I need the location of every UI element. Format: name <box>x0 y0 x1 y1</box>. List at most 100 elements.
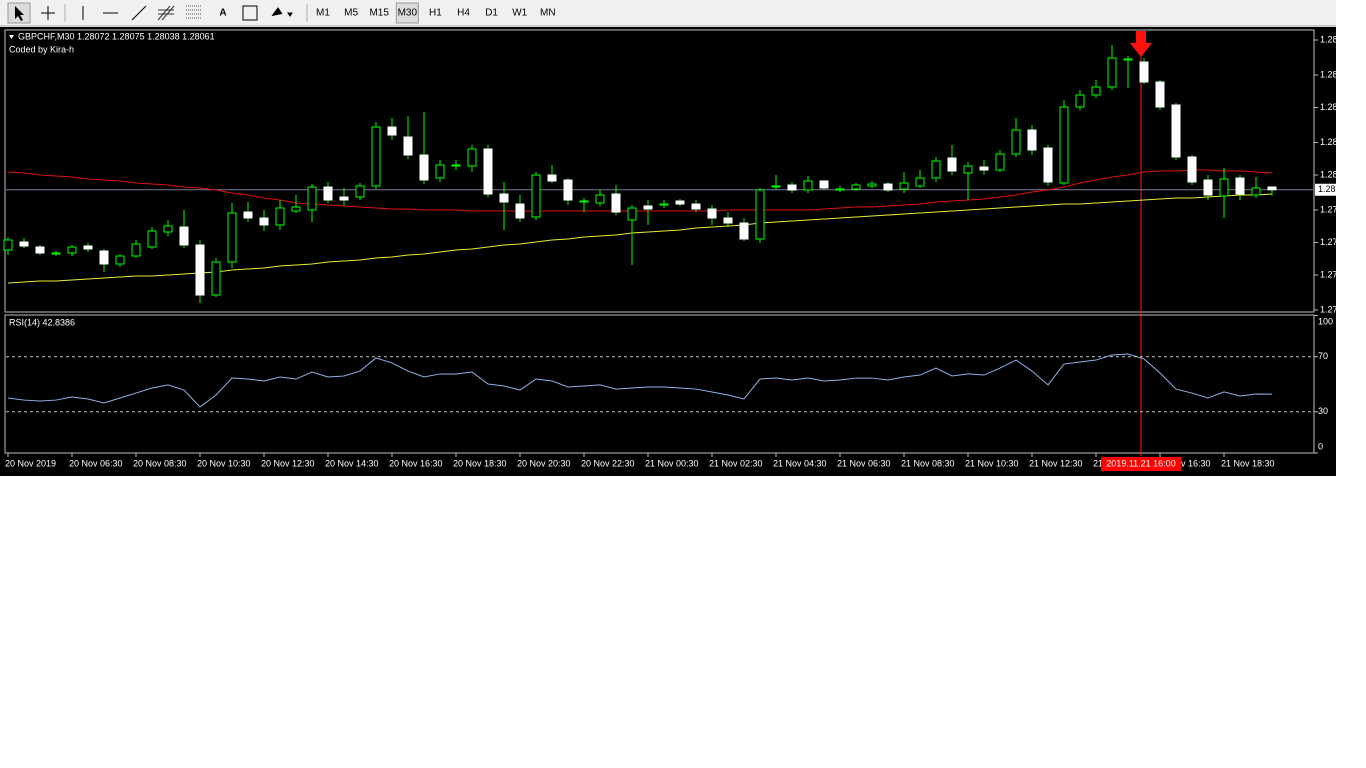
candle-body <box>451 164 461 167</box>
x-tick-label: 21 Nov 16:30 <box>1157 458 1211 468</box>
candle-body <box>531 174 541 218</box>
plot: 1.28 1.28 1.28 1.28 1.28 1.27 1.27 1.27 1.27 1.28… <box>3 34 1338 468</box>
candle-body <box>835 188 845 191</box>
candle-body <box>1187 156 1197 183</box>
y-tick-label: 1.28 <box>1320 169 1338 179</box>
timeframe-button[interactable]: H1 <box>429 8 442 19</box>
candle-body <box>1059 106 1069 184</box>
candle-body <box>419 154 429 181</box>
candle-body <box>19 241 29 247</box>
candle-body <box>1043 147 1053 183</box>
chart-title: GBPCHF,M30 1.28072 1.28075 1.28038 1.280… <box>18 31 215 41</box>
fibo-button[interactable] <box>186 5 202 19</box>
x-tick-label: 20 Nov 14:30 <box>325 458 379 468</box>
candle-body <box>387 126 397 136</box>
candle-body <box>291 206 301 212</box>
arrows-button[interactable] <box>271 7 293 17</box>
candle-body <box>1107 57 1117 88</box>
timeframe-button[interactable]: M30 <box>398 8 418 19</box>
candle-body <box>131 243 141 257</box>
timeframe-button[interactable]: H4 <box>457 8 470 19</box>
candle-body <box>355 185 365 198</box>
candle-body <box>195 244 205 296</box>
candle-body <box>51 252 61 255</box>
x-tick-label: 21 Nov 04:30 <box>773 458 827 468</box>
candle-body <box>259 217 269 226</box>
y-tick-label: 1.27 <box>1320 237 1338 247</box>
timeframe-active <box>395 2 419 24</box>
candle-body <box>675 200 685 205</box>
x-tick-label: 20 Nov 22:30 <box>581 458 635 468</box>
toolbar-bg <box>0 0 1336 26</box>
y-tick-label: 1.27 <box>1320 269 1338 279</box>
x-tick-label: 20 Nov 2019 <box>5 458 56 468</box>
rsi-title: RSI(14) 42.8386 <box>9 317 75 327</box>
label-button[interactable] <box>242 5 258 21</box>
candle-body <box>1091 86 1101 96</box>
y-tick-label: 1.27 <box>1320 204 1338 214</box>
candle-body <box>627 207 637 221</box>
main-panel <box>4 29 1315 313</box>
candle-body <box>563 179 573 201</box>
cursor-icon <box>15 6 24 21</box>
y-tick-label: 0 <box>1318 441 1323 451</box>
candle-body <box>1171 104 1181 158</box>
candle-body <box>547 174 557 182</box>
candle-body <box>1139 61 1149 83</box>
timeframe-button[interactable]: W1 <box>512 8 527 19</box>
x-tick-label: 21 Nov 12:30 <box>1029 458 1083 468</box>
trendline-button[interactable] <box>131 5 147 21</box>
timeframe-button[interactable]: M5 <box>344 8 358 19</box>
candle-body <box>467 148 477 167</box>
candle-body <box>739 222 749 240</box>
candle-body <box>867 183 877 187</box>
candle-body <box>435 164 445 179</box>
timeframe-button[interactable]: M15 <box>369 8 389 19</box>
sell-arrow <box>1130 31 1152 57</box>
candle-body <box>995 153 1005 171</box>
y-tick-label: 70 <box>1318 351 1328 361</box>
timeframe-button[interactable]: MN <box>540 8 556 19</box>
candle-body <box>659 203 669 206</box>
candle-body <box>979 166 989 171</box>
candle-body <box>163 225 173 233</box>
candle-body <box>787 184 797 191</box>
candle-body <box>179 226 189 246</box>
x-tick-label: 21 Nov 06:30 <box>837 458 891 468</box>
candle-body <box>227 212 237 263</box>
candle-body <box>915 177 925 187</box>
x-tick-label: 20 Nov 10:30 <box>197 458 251 468</box>
candle-body <box>963 165 973 174</box>
candle-body <box>643 205 653 210</box>
candle-body <box>1235 177 1245 195</box>
candle-body <box>515 203 525 219</box>
timeframe-button[interactable]: M1 <box>316 8 330 19</box>
channel-button[interactable] <box>157 5 175 21</box>
candle-body <box>883 183 893 191</box>
crosshair-button[interactable] <box>41 6 55 20</box>
symbol-icon <box>9 35 14 39</box>
timeframe-button[interactable]: D1 <box>485 8 498 19</box>
candle-body <box>1203 179 1213 196</box>
candle-body <box>3 239 13 251</box>
candle-body <box>1251 187 1261 196</box>
candle-body <box>403 136 413 156</box>
candle-body <box>243 211 253 219</box>
candle-body <box>67 246 77 254</box>
crosshair-label-bg <box>1101 457 1181 471</box>
candle-body <box>771 185 781 188</box>
candle-body <box>307 186 317 211</box>
candle-body <box>1123 58 1133 61</box>
rsi-panel <box>4 314 1315 454</box>
x-tick-label: 20 Nov 08:30 <box>133 458 187 468</box>
y-tick-label: 1.27 <box>1320 304 1338 314</box>
candle-body <box>483 148 493 195</box>
candle-body <box>691 203 701 210</box>
candle-body <box>499 193 509 203</box>
candle-body <box>323 186 333 201</box>
candle-body <box>99 250 109 265</box>
candle-body <box>1011 129 1021 155</box>
candle-body <box>35 246 45 254</box>
text-tool[interactable]: A <box>219 8 226 19</box>
y-tick-label: 100 <box>1318 316 1333 326</box>
